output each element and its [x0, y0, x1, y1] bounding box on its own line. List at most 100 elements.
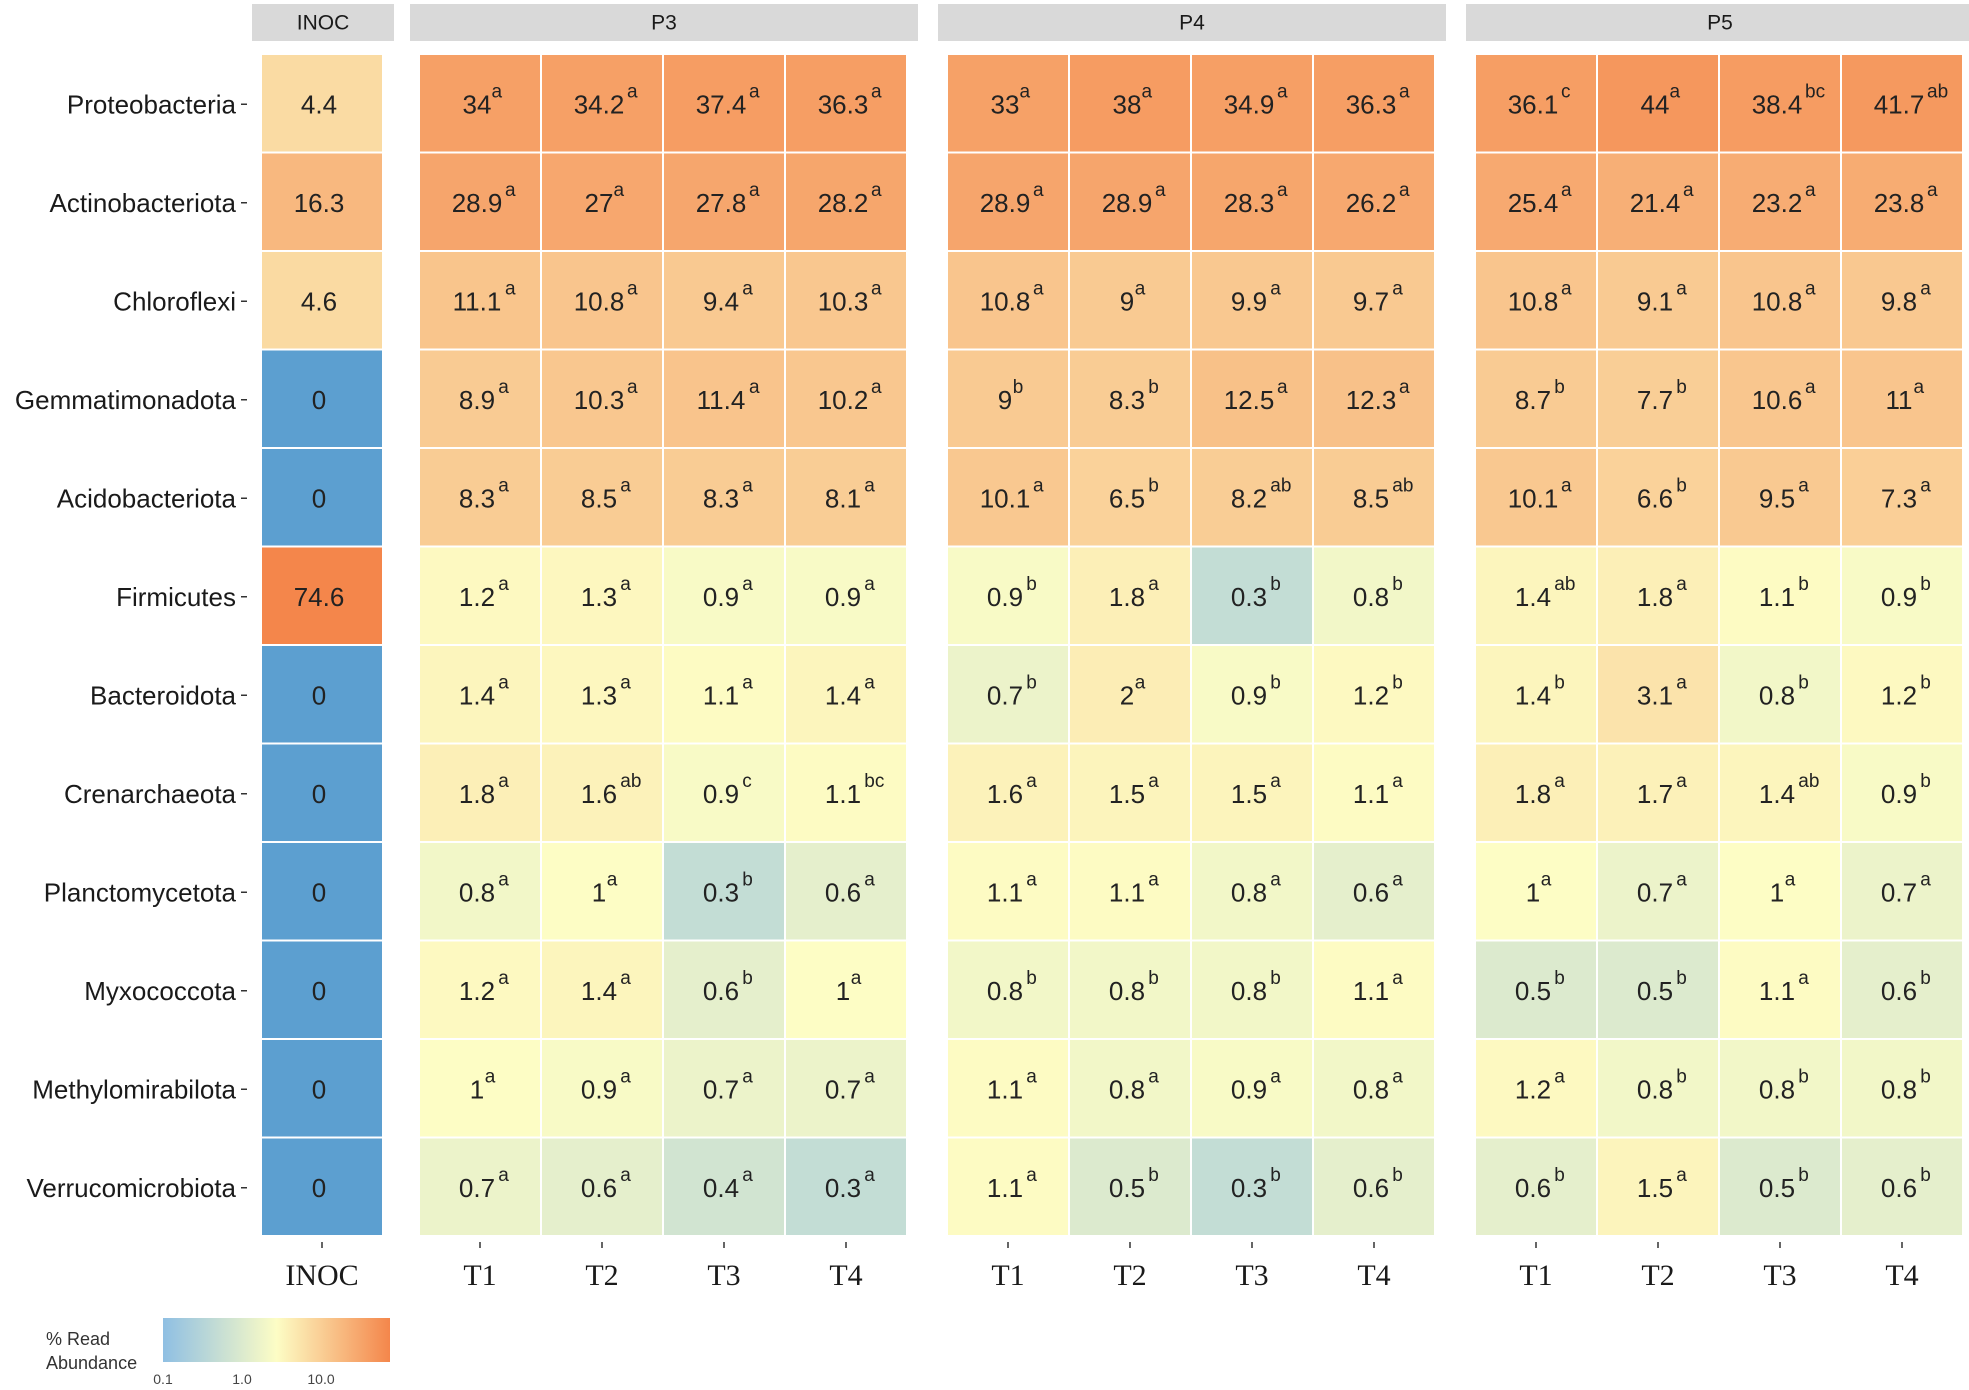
heatmap-cell	[542, 350, 662, 447]
significance-letter: a	[620, 1165, 631, 1186]
cell-value: 9	[1120, 286, 1134, 316]
heatmap-cell	[1598, 547, 1718, 644]
cell-value: 0.5	[1515, 976, 1551, 1006]
significance-letter: a	[1270, 771, 1281, 792]
heatmap-cell	[262, 1138, 382, 1235]
cell-value: 7.3	[1881, 483, 1917, 513]
significance-letter: a	[1277, 377, 1288, 398]
heatmap-cell	[1476, 1040, 1596, 1137]
cell-value: 28.9	[1102, 188, 1153, 218]
significance-letter: a	[627, 81, 638, 102]
heatmap-cell	[1842, 1040, 1962, 1137]
cell-value: 33	[991, 89, 1020, 119]
heatmap-cell	[420, 1040, 540, 1137]
significance-letter: ab	[1554, 574, 1575, 595]
heatmap-cell	[1598, 153, 1718, 250]
significance-letter: a	[864, 475, 875, 496]
significance-letter: a	[498, 377, 509, 398]
significance-letter: a	[1399, 180, 1410, 201]
cell-value: 0.5	[1637, 976, 1673, 1006]
heatmap-cell	[1314, 1040, 1434, 1137]
cell-value: 6.5	[1109, 483, 1145, 513]
cell-value: 36.1	[1508, 89, 1559, 119]
heatmap-cell	[1598, 1138, 1718, 1235]
heatmap-cell	[1476, 252, 1596, 349]
heatmap-cell	[664, 252, 784, 349]
heatmap-cell	[1476, 55, 1596, 152]
significance-letter: a	[1676, 574, 1687, 595]
column-label: T2	[585, 1259, 618, 1292]
heatmap-cell	[786, 252, 906, 349]
cell-value: 1.4	[1515, 582, 1551, 612]
heatmap-cell	[420, 646, 540, 743]
significance-letter: b	[1554, 1165, 1565, 1186]
row-label: Myxococcota	[84, 976, 236, 1006]
heatmap-cell	[1314, 1138, 1434, 1235]
heatmap-cell	[1598, 1040, 1718, 1137]
cell-value: 9.1	[1637, 286, 1673, 316]
cell-value: 6.6	[1637, 483, 1673, 513]
cell-value: 0	[312, 385, 326, 415]
cell-value: 8.2	[1231, 483, 1267, 513]
significance-letter: b	[1798, 672, 1809, 693]
heatmap-cell	[664, 449, 784, 546]
heatmap-cell	[1842, 153, 1962, 250]
heatmap-cell	[1720, 350, 1840, 447]
heatmap-cell	[1192, 843, 1312, 940]
heatmap-cell	[1598, 350, 1718, 447]
cell-value: 0.9	[987, 582, 1023, 612]
cell-value: 8.3	[459, 483, 495, 513]
significance-letter: a	[1670, 81, 1681, 102]
cell-value: 27.8	[696, 188, 747, 218]
cell-value: 0.9	[1881, 779, 1917, 809]
heatmap-cell	[1314, 252, 1434, 349]
heatmap-cell	[786, 350, 906, 447]
cell-value: 0.3	[1231, 1173, 1267, 1203]
row-label: Actinobacteriota	[50, 188, 237, 218]
cell-value: 10.3	[818, 286, 869, 316]
heatmap-cell	[1842, 941, 1962, 1038]
significance-letter: a	[1554, 1066, 1565, 1087]
heatmap-cell	[542, 449, 662, 546]
heatmap-cell	[1476, 843, 1596, 940]
heatmap-cell	[1598, 744, 1718, 841]
heatmap-cell	[1476, 1138, 1596, 1235]
cell-value: 9.4	[703, 286, 739, 316]
column-label: T3	[707, 1259, 740, 1292]
legend-tick-label: 1.0	[232, 1371, 252, 1387]
cell-value: 0.7	[987, 680, 1023, 710]
cell-value: 10.2	[818, 385, 869, 415]
significance-letter: a	[864, 1165, 875, 1186]
cell-value: 0.6	[1881, 1173, 1917, 1203]
cell-value: 25.4	[1508, 188, 1559, 218]
heatmap-cell	[1070, 1138, 1190, 1235]
cell-value: 26.2	[1346, 188, 1397, 218]
significance-letter: b	[1270, 574, 1281, 595]
significance-letter: b	[1920, 1165, 1931, 1186]
significance-letter: a	[1270, 1066, 1281, 1087]
heatmap-cell	[1598, 843, 1718, 940]
cell-value: 1.4	[581, 976, 617, 1006]
heatmap-cell	[1476, 646, 1596, 743]
significance-letter: a	[1561, 180, 1572, 201]
column-label: T1	[991, 1259, 1024, 1292]
cell-value: 1.4	[1515, 680, 1551, 710]
row-labels: Proteobacteria Actinobacteriota Chloroflex…	[15, 89, 247, 1203]
significance-letter: a	[1554, 771, 1565, 792]
cell-value: 0.6	[1881, 976, 1917, 1006]
significance-letter: a	[498, 672, 509, 693]
significance-letter: a	[498, 771, 509, 792]
heatmap-cell	[948, 153, 1068, 250]
heatmap-cell	[1842, 449, 1962, 546]
cell-value: 34.2	[574, 89, 625, 119]
row-label: Verrucomicrobiota	[26, 1173, 236, 1203]
cell-value: 1.1	[1109, 877, 1145, 907]
cell-value: 0.6	[703, 976, 739, 1006]
cell-value: 11	[1886, 385, 1913, 415]
panel-strip-label: P5	[1707, 12, 1733, 35]
significance-letter: a	[1270, 869, 1281, 890]
heatmap-cell	[542, 941, 662, 1038]
cell-value: 0	[312, 779, 326, 809]
heatmap-cell	[1842, 252, 1962, 349]
heatmap-cell	[542, 1040, 662, 1137]
